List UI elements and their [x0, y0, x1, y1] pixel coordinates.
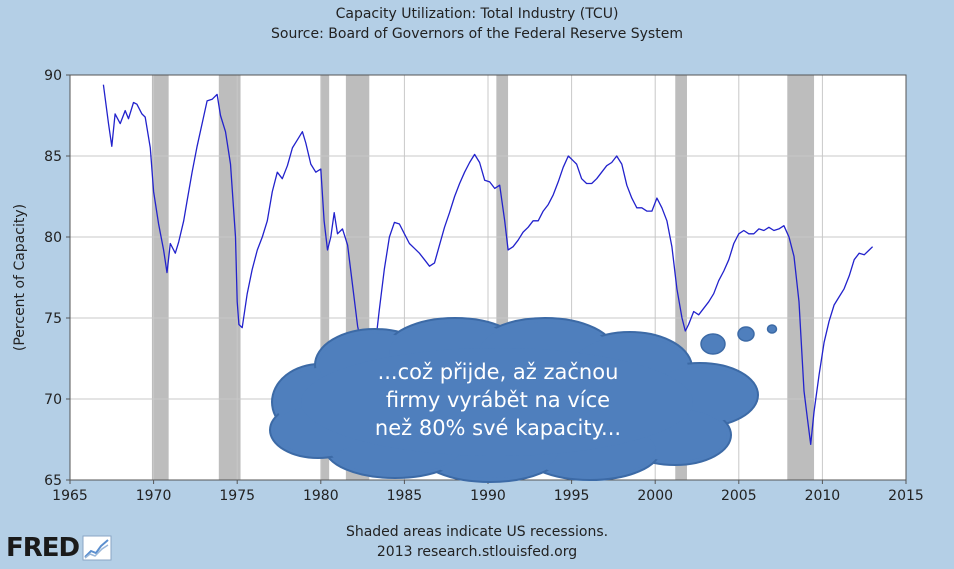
y-tick-label: 85 — [44, 149, 62, 165]
bubble-fill — [301, 348, 693, 456]
fred-graph-icon — [82, 535, 112, 561]
chart-footer: Shaded areas indicate US recessions. 201… — [0, 522, 954, 562]
x-tick-label: 2005 — [721, 488, 757, 504]
recession-band — [675, 75, 687, 480]
fred-logo: FRED — [6, 532, 112, 564]
y-tick-label: 70 — [44, 392, 62, 408]
y-tick-label: 80 — [44, 230, 62, 246]
y-axis-label: (Percent of Capacity) — [12, 204, 28, 351]
chart-header: Capacity Utilization: Total Industry (TC… — [0, 4, 954, 44]
x-tick-label: 1990 — [470, 488, 506, 504]
bubble-dot — [700, 333, 726, 355]
chart-title: Capacity Utilization: Total Industry (TC… — [335, 6, 619, 22]
recession-band — [496, 75, 509, 480]
annotation-line-3: než 80% své kapacity... — [374, 416, 622, 440]
thought-bubble — [269, 317, 778, 483]
x-tick-label: 1985 — [387, 488, 423, 504]
x-tick-label: 2015 — [888, 488, 924, 504]
x-tick-label: 2010 — [805, 488, 841, 504]
chart-source: Source: Board of Governors of the Federa… — [271, 26, 683, 42]
annotation-line-2: firmy vyrábět na více — [385, 388, 611, 412]
recession-band — [218, 75, 241, 480]
y-tick-label: 75 — [44, 311, 62, 327]
series-line — [102, 84, 874, 446]
x-tick-label: 1970 — [136, 488, 172, 504]
x-tick-label: 1975 — [219, 488, 255, 504]
x-tick-label: 1965 — [52, 488, 88, 504]
bubble-dot — [737, 326, 755, 342]
x-tick-label: 2000 — [637, 488, 673, 504]
annotation-line-1: ...což přijde, až začnou — [377, 360, 619, 384]
annotation-text: ...což přijde, až začnou firmy vyrábět n… — [318, 358, 678, 442]
bubble-dot — [766, 324, 778, 334]
recession-band — [151, 75, 169, 480]
x-tick-label: 1980 — [303, 488, 339, 504]
recession-band — [320, 75, 330, 480]
y-tick-label: 90 — [44, 68, 62, 84]
credit-line: 2013 research.stlouisfed.org — [376, 544, 578, 560]
x-tick-label: 1995 — [554, 488, 590, 504]
recession-band — [787, 75, 815, 480]
recession-note: Shaded areas indicate US recessions. — [345, 524, 609, 540]
fred-logo-text: FRED — [6, 533, 80, 563]
y-tick-label: 65 — [44, 473, 62, 489]
